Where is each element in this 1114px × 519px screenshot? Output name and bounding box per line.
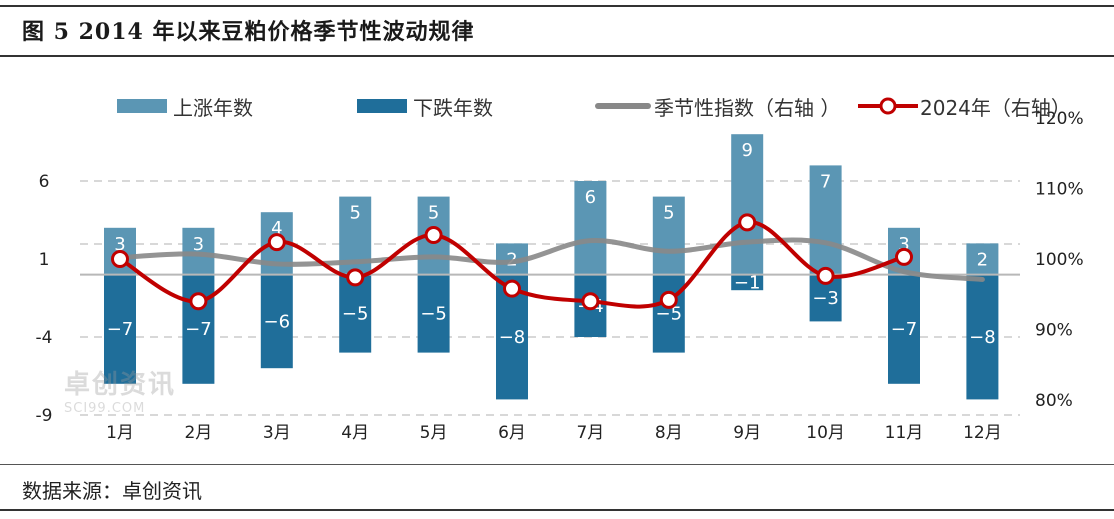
bar-label-down: −5 (342, 304, 369, 325)
x-tick-label: 5月 (420, 423, 448, 443)
x-tick-label: 8月 (655, 423, 683, 443)
x-tick-label: 12月 (963, 423, 1002, 443)
bar-up (809, 165, 842, 275)
bar-label-down: −6 (264, 311, 291, 332)
right-tick-label: 120% (1035, 109, 1084, 129)
bar-label-up: 6 (585, 187, 596, 208)
grid-lines (80, 180, 1020, 416)
bar-down (966, 274, 999, 400)
x-tick-label: 6月 (498, 423, 526, 443)
x-tick-label: 3月 (263, 423, 291, 443)
bar-label-up: 3 (898, 234, 909, 255)
marker-2024 (267, 233, 286, 252)
right-tick-label: 110% (1035, 180, 1084, 200)
chart-area: 3−73−74−65−55−52−86−45−59−17−33−72−8 61-… (36, 96, 1084, 443)
source-note: 数据来源：卓创资讯 (22, 479, 202, 503)
bar-down (652, 274, 685, 353)
legend-label-2024: 2024年（右轴） (920, 96, 1071, 120)
bar-down (339, 274, 372, 353)
legend-swatch-2024-marker (879, 97, 897, 115)
x-tick-label: 11月 (885, 423, 924, 443)
right-axis-ticks: 120% 110% 100% 90% 80% (1035, 109, 1084, 411)
legend-swatch-up (117, 99, 167, 113)
bar-down (731, 274, 764, 291)
left-tick-label: 1 (39, 250, 50, 270)
marker-2024 (581, 292, 600, 311)
bar-down (260, 274, 293, 369)
legend: 上涨年数 下跌年数 季节性指数（右轴 ） 2024年（右轴） (117, 96, 1071, 120)
bar-down (417, 274, 450, 353)
right-tick-label: 90% (1035, 321, 1073, 341)
left-tick-label: -9 (36, 406, 53, 426)
bar-down (104, 274, 136, 384)
x-tick-label: 10月 (806, 423, 845, 443)
marker-2024 (895, 247, 913, 266)
bar-label-up: 9 (741, 140, 752, 161)
series-line-seasonal (117, 237, 985, 282)
title-rule-top (0, 5, 1114, 7)
bar-label-down: −3 (812, 288, 839, 309)
bar-label-up: 5 (663, 203, 674, 224)
bar-label-up: 5 (428, 203, 439, 224)
marker-2024 (659, 290, 678, 309)
legend-label-down: 下跌年数 (413, 96, 493, 120)
x-tick-label: 9月 (733, 423, 761, 443)
left-axis-ticks: 6 1 -4 -9 (36, 172, 53, 426)
bar-up (731, 134, 764, 275)
source-rule-bottom (0, 509, 1114, 511)
legend-label-seasonal: 季节性指数（右轴 ） (654, 96, 840, 120)
x-tick-label: 7月 (576, 423, 604, 443)
marker-2024 (189, 292, 208, 311)
bar-up (966, 243, 999, 275)
legend-label-up: 上涨年数 (173, 96, 253, 120)
watermark: 卓创资讯 SCI99.COM (64, 364, 176, 416)
marker-2024 (816, 266, 835, 285)
right-tick-label: 80% (1035, 391, 1073, 411)
bar-label-down: −7 (891, 319, 918, 340)
bar-label-up: 5 (349, 203, 360, 224)
watermark-site: SCI99.COM (64, 401, 146, 416)
bar-up (652, 196, 685, 275)
bar-label-down: −7 (185, 319, 212, 340)
bar-label-up: 2 (977, 249, 988, 270)
bar-label-up: 3 (193, 234, 204, 255)
chart-title: 图 5 2014 年以来豆粕价格季节性波动规律 (22, 19, 475, 45)
bar-up (574, 181, 607, 275)
bar-up (182, 227, 215, 275)
legend-swatch-down (357, 99, 407, 113)
x-axis-ticks: 1月 2月 3月 4月 5月 6月 7月 8月 9月 10月 11月 12月 (106, 423, 1002, 443)
watermark-brand: 卓创资讯 (64, 370, 177, 400)
bar-label-down: −7 (107, 319, 134, 340)
bar-label-down: −8 (969, 327, 996, 348)
marker-2024 (346, 268, 365, 287)
left-tick-label: 6 (39, 172, 50, 192)
x-tick-label: 4月 (341, 423, 369, 443)
right-tick-label: 100% (1035, 250, 1084, 270)
marker-2024 (503, 279, 521, 298)
bar-label-up: 3 (114, 234, 125, 255)
bar-label-down: −8 (499, 327, 526, 348)
marker-2024 (111, 250, 129, 268)
left-tick-label: -4 (36, 328, 53, 348)
bar-label-down: −1 (734, 273, 761, 294)
bars-group (104, 134, 999, 400)
bar-down (888, 274, 920, 384)
marker-2024 (424, 226, 443, 245)
bar-label-up: 4 (271, 218, 282, 239)
title-rule-bottom (0, 55, 1114, 57)
bar-label-up: 7 (820, 171, 831, 192)
x-tick-label: 2月 (184, 423, 212, 443)
bar-label-down: −5 (656, 304, 683, 325)
x-tick-label: 1月 (106, 423, 134, 443)
bar-label-down: −5 (420, 304, 447, 325)
marker-2024 (738, 213, 757, 232)
markers-2024 (111, 213, 913, 311)
source-rule-top (0, 464, 1114, 465)
